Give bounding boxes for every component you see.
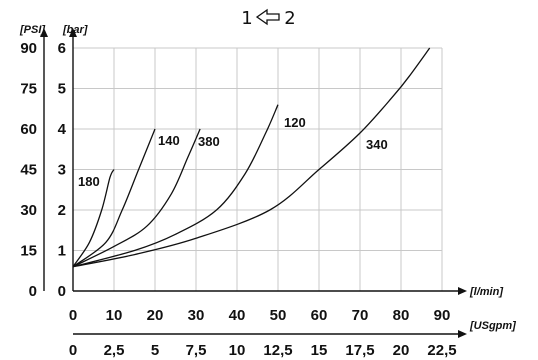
y-tick-label-bar: 1 <box>58 243 66 260</box>
lmin-unit-label: [l/min] <box>469 286 503 298</box>
x-tick-label-lmin: 60 <box>311 307 328 324</box>
x-tick-label-gpm: 17,5 <box>345 342 374 359</box>
curve-label-120: 120 <box>284 115 306 130</box>
curve-140 <box>72 128 156 268</box>
y-tick-label-bar: 2 <box>58 202 66 219</box>
hollow-left-arrow-icon <box>255 8 280 26</box>
y-tick-label-bar: 6 <box>58 40 66 57</box>
y-tick-label-psi: 90 <box>20 40 37 57</box>
y-tick-label-psi: 15 <box>20 243 37 260</box>
x-tick-label-gpm: 22,5 <box>427 342 456 359</box>
x-tick-label-gpm: 12,5 <box>263 342 292 359</box>
chart-title: 1 2 <box>241 8 295 29</box>
y-tick-label-psi: 45 <box>20 162 37 179</box>
y-tick-label-bar: 0 <box>58 283 66 300</box>
curves <box>72 47 431 268</box>
x-tick-label-gpm: 7,5 <box>186 342 207 359</box>
y-axis-arrow-icon <box>69 28 77 37</box>
gpm-unit-label: [USgpm] <box>469 320 516 332</box>
curve-340 <box>72 47 431 268</box>
x-tick-label-gpm: 20 <box>393 342 410 359</box>
x-tick-label-gpm: 10 <box>229 342 246 359</box>
y-tick-label-psi: 60 <box>20 121 37 138</box>
x-tick-label-lmin: 20 <box>147 307 164 324</box>
x-tick-label-lmin: 30 <box>188 307 205 324</box>
x-tick-label-gpm: 0 <box>69 342 77 359</box>
title-left: 1 <box>241 8 252 29</box>
title-right: 2 <box>284 8 295 29</box>
x-tick-label-lmin: 40 <box>229 307 246 324</box>
y-tick-label-bar: 4 <box>58 121 67 138</box>
curve-label-340: 340 <box>366 137 388 152</box>
x-tick-label-lmin: 50 <box>270 307 287 324</box>
y-tick-label-psi: 0 <box>29 283 37 300</box>
y-tick-label-psi: 75 <box>20 81 37 98</box>
x-tick-label-lmin: 80 <box>393 307 410 324</box>
curve-180 <box>72 169 115 268</box>
x-tick-label-gpm: 15 <box>311 342 328 359</box>
psi-unit-label: [PSI] <box>19 24 45 36</box>
bar-unit-label: [bar] <box>62 24 88 36</box>
curve-120 <box>72 104 279 268</box>
curve-label-380: 380 <box>198 134 220 149</box>
x-tick-label-gpm: 2,5 <box>104 342 125 359</box>
y-tick-label-bar: 3 <box>58 162 66 179</box>
x-tick-label-lmin: 70 <box>352 307 369 324</box>
gpm-axis-arrow-icon <box>458 330 467 338</box>
x-axis-arrow-icon <box>458 287 467 295</box>
curve-380 <box>72 128 201 268</box>
x-tick-label-lmin: 90 <box>434 307 451 324</box>
x-tick-label-lmin: 10 <box>106 307 123 324</box>
curve-label-180: 180 <box>78 174 100 189</box>
x-tick-label-gpm: 5 <box>151 342 159 359</box>
axes <box>40 28 467 338</box>
y-tick-label-psi: 30 <box>20 202 37 219</box>
grid <box>73 47 443 291</box>
x-tick-label-lmin: 0 <box>69 307 77 324</box>
y-tick-label-bar: 5 <box>58 81 66 98</box>
psi-axis-arrow-icon <box>40 28 48 37</box>
curve-label-140: 140 <box>158 133 180 148</box>
